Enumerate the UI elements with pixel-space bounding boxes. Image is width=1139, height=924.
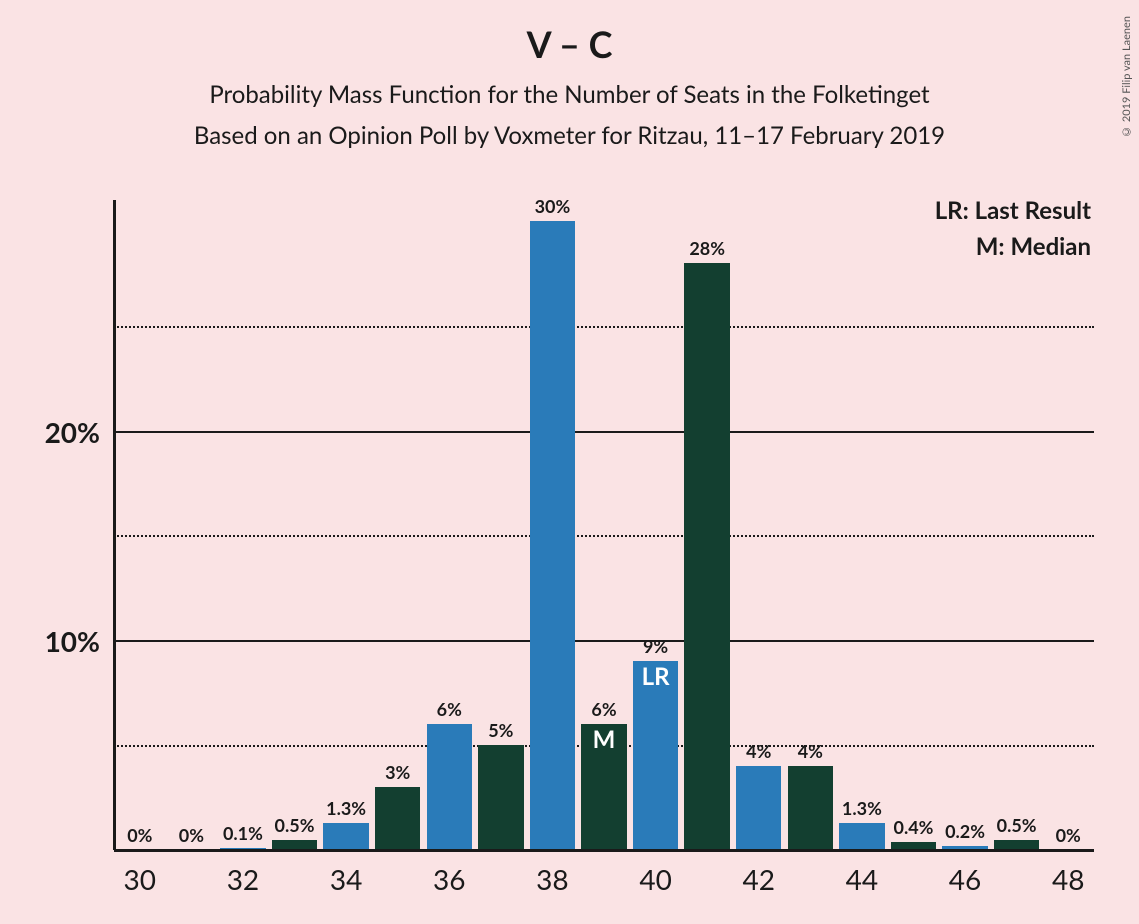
bar	[684, 263, 729, 850]
bar-value-label: 4%	[780, 740, 840, 762]
x-tick-label: 42	[729, 862, 789, 896]
bar-value-label: 9%	[626, 635, 686, 657]
gridline-major	[114, 431, 1094, 433]
bar	[788, 766, 833, 850]
y-tick-label: 10%	[45, 624, 100, 658]
gridline-minor	[114, 326, 1094, 328]
chart-title: V – C	[0, 0, 1139, 66]
bar	[375, 787, 420, 850]
last-result-annotation: LR	[633, 662, 678, 691]
x-axis	[114, 849, 1094, 852]
bar-value-label: 0%	[1038, 824, 1098, 846]
copyright-notice: © 2019 Filip van Laenen	[1120, 16, 1133, 138]
x-tick-label: 40	[626, 862, 686, 896]
y-tick-label: 20%	[45, 415, 100, 449]
bar	[736, 766, 781, 850]
chart-plot-area: 10%20%0%0%0.1%0.5%1.3%3%6%5%30%6%M9%LR28…	[114, 200, 1094, 850]
gridline-major	[114, 640, 1094, 642]
bar	[323, 823, 368, 850]
gridline-minor	[114, 535, 1094, 537]
bar-value-label: 5%	[471, 719, 531, 741]
x-tick-label: 44	[832, 862, 892, 896]
bar	[478, 745, 523, 850]
x-tick-label: 46	[935, 862, 995, 896]
bar-value-label: 1.3%	[316, 797, 376, 819]
bar	[530, 221, 575, 850]
median-annotation: M	[581, 725, 626, 754]
bar-value-label: 6%	[574, 698, 634, 720]
x-tick-label: 34	[316, 862, 376, 896]
bar-value-label: 28%	[677, 237, 737, 259]
bar-value-label: 6%	[419, 698, 479, 720]
x-tick-label: 30	[110, 862, 170, 896]
x-tick-label: 38	[522, 862, 582, 896]
bar-value-label: 30%	[522, 195, 582, 217]
bar-value-label: 3%	[368, 761, 428, 783]
chart-subtitle-1: Probability Mass Function for the Number…	[0, 80, 1139, 109]
chart-subtitle-2: Based on an Opinion Poll by Voxmeter for…	[0, 121, 1139, 150]
y-axis	[113, 200, 116, 850]
x-tick-label: 32	[213, 862, 273, 896]
x-tick-label: 48	[1038, 862, 1098, 896]
bar	[427, 724, 472, 850]
bar	[839, 823, 884, 850]
x-tick-label: 36	[419, 862, 479, 896]
